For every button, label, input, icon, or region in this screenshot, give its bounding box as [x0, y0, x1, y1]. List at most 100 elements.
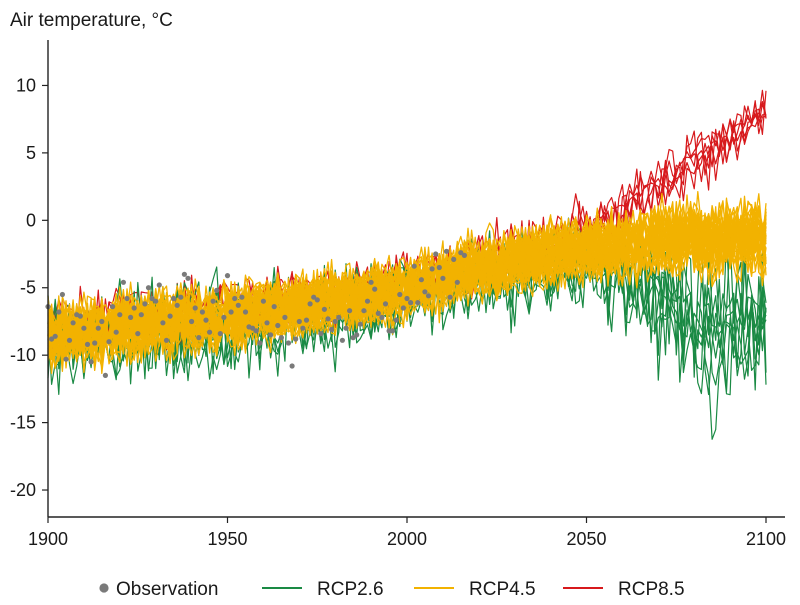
observation-point	[70, 320, 76, 326]
observation-point	[375, 310, 381, 316]
observation-point	[329, 326, 335, 333]
observation-point	[336, 314, 342, 320]
observation-point	[189, 318, 195, 325]
observation-point	[160, 320, 166, 326]
observation-point	[271, 304, 277, 310]
observation-point	[221, 314, 227, 320]
observation-point	[224, 273, 231, 279]
observation-point	[397, 291, 403, 298]
observation-point	[332, 318, 338, 325]
observation-points	[45, 248, 467, 378]
observation-point	[311, 294, 317, 300]
observation-point	[196, 335, 202, 341]
observation-point	[210, 298, 216, 304]
observation-point	[321, 306, 327, 312]
x-tick-label: 2100	[746, 529, 786, 549]
observation-point	[135, 331, 141, 337]
observation-point	[128, 314, 134, 320]
observation-point	[325, 316, 331, 322]
observation-point	[81, 325, 87, 331]
y-tick-label: 0	[26, 210, 36, 230]
observation-point	[404, 295, 410, 302]
observation-point	[454, 279, 460, 285]
observation-point	[361, 308, 367, 314]
legend-rcp45-label: RCP4.5	[469, 579, 536, 600]
legend-rcp26-label: RCP2.6	[317, 579, 384, 600]
observation-point	[357, 321, 363, 327]
observation-point	[318, 331, 324, 337]
observation-point	[228, 309, 234, 315]
observation-point	[214, 287, 220, 293]
observation-point	[282, 314, 288, 320]
y-tick-label: -15	[10, 413, 36, 433]
observation-point	[110, 304, 116, 310]
observation-point	[63, 356, 69, 362]
observation-point	[242, 309, 249, 315]
observation-point	[185, 275, 191, 281]
observation-point	[350, 335, 356, 341]
observation-point	[174, 302, 180, 308]
observation-point	[56, 309, 62, 315]
observation-point	[408, 300, 414, 306]
observation-point	[461, 252, 467, 258]
y-tick-label: 5	[26, 143, 36, 163]
observation-point	[77, 313, 83, 319]
observation-point	[364, 298, 371, 304]
observation-point	[49, 336, 55, 342]
observation-point	[390, 328, 396, 334]
observation-point	[436, 264, 442, 271]
observation-point	[59, 291, 65, 298]
y-ticks: 10 5 0 -5 -10 -15 -20	[10, 75, 48, 500]
legend-observation-label: Observation	[116, 579, 218, 600]
observation-point	[368, 279, 374, 285]
observation-point	[422, 289, 428, 295]
y-tick-label: -20	[10, 480, 36, 500]
observation-point	[343, 325, 349, 331]
observation-point	[181, 271, 187, 277]
observation-point	[264, 320, 270, 326]
ensemble-member-line	[47, 201, 767, 347]
observation-point	[178, 294, 184, 300]
axes	[47, 40, 785, 518]
x-tick-label: 2050	[566, 529, 606, 549]
observation-point	[167, 313, 173, 319]
observation-point	[278, 335, 284, 341]
y-axis-title: Air temperature, °C	[10, 10, 173, 31]
observation-point	[102, 372, 108, 378]
observation-point	[314, 297, 320, 303]
legend: Observation RCP2.6 RCP4.5 RCP8.5	[99, 579, 685, 600]
observation-point	[235, 302, 241, 308]
observation-point	[117, 312, 123, 318]
observation-point	[84, 341, 91, 347]
observation-point	[275, 322, 281, 329]
ensemble-member-line	[47, 218, 767, 368]
observation-point	[92, 340, 98, 346]
observation-point	[203, 317, 209, 323]
observation-point	[285, 340, 292, 346]
y-tick-label: -5	[20, 278, 36, 298]
observation-point	[199, 309, 205, 315]
observation-point	[253, 328, 259, 334]
observation-point	[52, 333, 58, 339]
observation-point	[124, 295, 130, 302]
observation-point	[443, 248, 450, 254]
observation-point	[339, 337, 345, 343]
observation-point	[440, 275, 446, 281]
observation-point	[207, 329, 213, 335]
y-tick-label: 10	[16, 75, 36, 95]
ensemble-member-line	[47, 215, 767, 367]
observation-point	[458, 250, 464, 256]
series-rcp45	[47, 190, 767, 375]
observation-point	[131, 305, 137, 311]
observation-point	[354, 332, 360, 338]
observation-point	[171, 295, 177, 302]
observation-point	[66, 337, 73, 343]
observation-point	[149, 295, 155, 302]
observation-point	[379, 314, 385, 320]
observation-point	[303, 317, 310, 323]
y-tick-label: -10	[10, 345, 36, 365]
observation-point	[296, 318, 302, 325]
x-tick-label: 2000	[387, 529, 427, 549]
observation-point	[88, 359, 94, 365]
